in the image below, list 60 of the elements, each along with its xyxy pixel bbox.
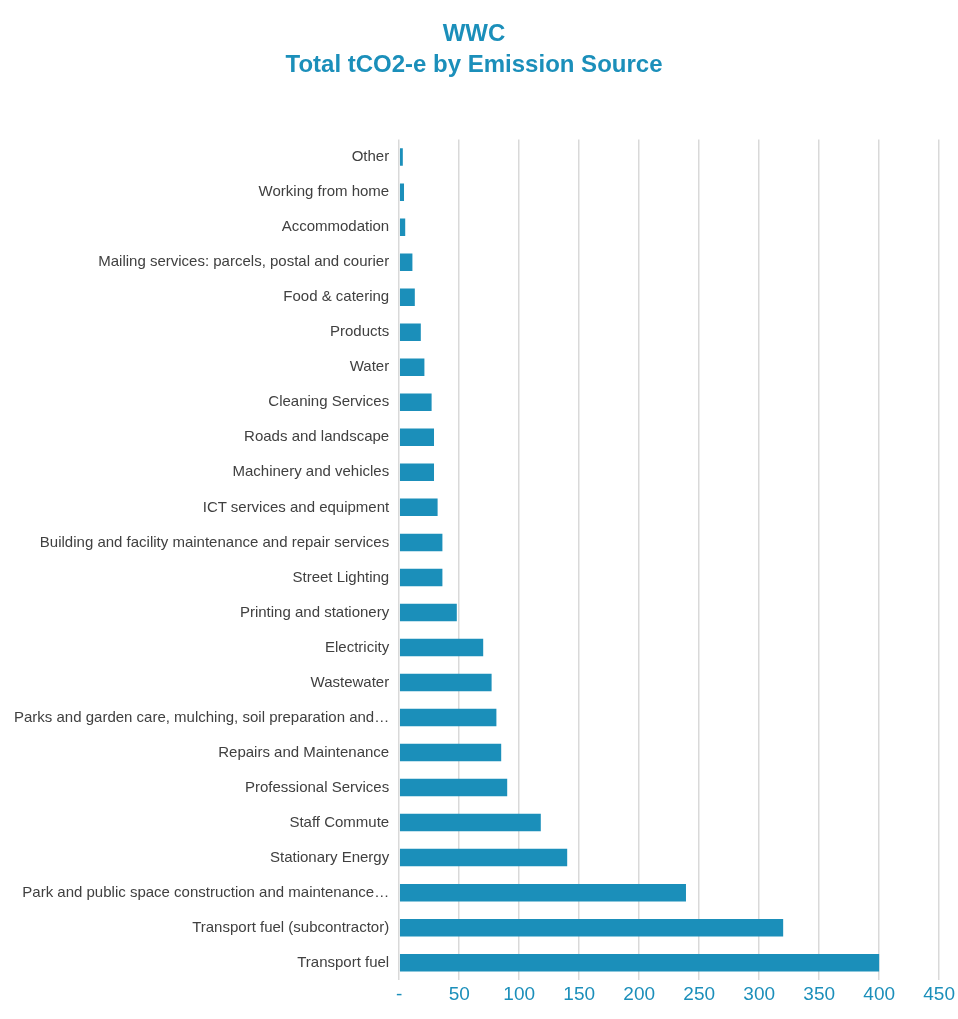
y-tick-label: Other: [351, 147, 390, 165]
y-tick-label: Stationary Energy: [269, 847, 390, 865]
y-tick-label: Working from home: [258, 182, 390, 200]
bar: [399, 428, 435, 447]
x-tick-label: 150: [563, 982, 596, 1004]
y-tick-label: Products: [330, 322, 390, 340]
bar: [399, 183, 405, 201]
bar: [399, 323, 421, 341]
y-tick-label: Roads and landscape: [244, 427, 390, 445]
bar: [399, 288, 415, 306]
chart-title: WWC: [442, 19, 506, 47]
bar: [399, 253, 413, 271]
y-tick-label: Building and facility maintenance and repair services: [39, 532, 390, 550]
y-tick-label: Parks and garden care, mulching, soil preparation and…: [13, 707, 390, 725]
bar: [399, 498, 438, 517]
x-tick-label: 300: [743, 982, 776, 1004]
bar: [399, 708, 497, 727]
y-tick-label: Transport fuel (subcontractor): [192, 917, 390, 935]
y-tick-label: Water: [349, 357, 390, 375]
y-tick-label: Professional Services: [244, 777, 390, 795]
bar: [399, 568, 443, 587]
y-tick-label: Transport fuel: [297, 952, 390, 970]
bar: [399, 673, 492, 692]
x-tick-label: 100: [503, 982, 536, 1004]
y-tick-label: Mailing services: parcels, postal and courier: [98, 252, 390, 270]
bar: [399, 148, 403, 166]
bar: [399, 778, 508, 797]
bar: [399, 638, 484, 657]
bar: [399, 533, 443, 552]
y-tick-label: Cleaning Services: [268, 392, 390, 410]
bar: [399, 848, 568, 867]
bar: [399, 603, 457, 622]
y-tick-label: Park and public space construction and maintenance…: [22, 882, 390, 900]
y-tick-label: Wastewater: [310, 672, 390, 690]
bar: [399, 358, 425, 377]
x-tick-label: 350: [803, 982, 836, 1004]
x-tick-label: 200: [623, 982, 656, 1004]
bar: [399, 218, 406, 236]
y-tick-label: Food & catering: [283, 287, 390, 305]
y-tick-label: Printing and stationery: [239, 602, 390, 620]
bar: [399, 743, 502, 762]
bar: [399, 393, 432, 412]
bar: [399, 883, 686, 902]
bar: [399, 813, 541, 832]
y-tick-label: Electricity: [325, 637, 390, 655]
y-tick-label: Machinery and vehicles: [232, 462, 390, 480]
y-tick-label: Accommodation: [281, 217, 390, 235]
x-tick-label: -: [396, 982, 403, 1004]
bar: [399, 918, 784, 937]
y-tick-label: Staff Commute: [289, 812, 390, 830]
bar: [399, 463, 435, 482]
x-tick-label: 450: [923, 982, 955, 1004]
x-tick-label: 50: [448, 982, 470, 1004]
y-tick-label: Repairs and Maintenance: [218, 742, 390, 760]
x-tick-label: 400: [863, 982, 896, 1004]
bar: [399, 953, 880, 972]
y-tick-label: Street Lighting: [292, 567, 390, 585]
x-tick-label: 250: [683, 982, 716, 1004]
y-tick-label: ICT services and equipment: [202, 497, 391, 515]
chart-subtitle: Total tCO2-e by Emission Source: [285, 49, 663, 77]
